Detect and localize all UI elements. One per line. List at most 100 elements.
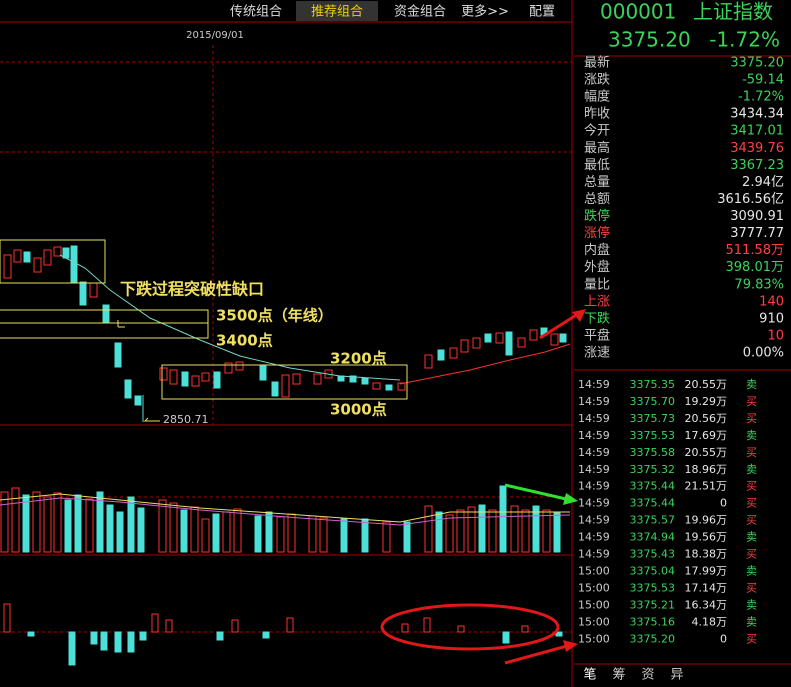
indicator-bars-part — [139, 631, 147, 641]
stat-label: 总额 — [584, 192, 610, 207]
candles-part — [89, 282, 98, 298]
trade-side: 卖 — [746, 615, 757, 628]
indicator-bars-part — [68, 631, 76, 666]
candles-part — [102, 304, 110, 323]
toolbar-tab[interactable]: 更多>> — [461, 4, 509, 20]
trade-volume: 17.14万 — [685, 581, 728, 594]
volume-bars-part — [265, 511, 273, 553]
stat-value: -1.72% — [738, 90, 784, 105]
candles-part — [235, 361, 244, 371]
volume-bars-part — [74, 494, 82, 553]
candles-part — [559, 333, 567, 343]
volume-bars-part — [553, 511, 561, 553]
candles-part — [529, 329, 538, 341]
indicator-bars-part — [100, 631, 108, 651]
toolbar-tab[interactable]: 推荐组合 — [311, 5, 363, 20]
trade-time: 14:59 — [578, 395, 610, 408]
trade-price: 3375.32 — [630, 463, 676, 476]
trade-time: 14:59 — [578, 463, 610, 476]
volume-bars-part — [382, 521, 391, 553]
stat-label: 幅度 — [584, 89, 610, 105]
indicator-bars-part — [502, 631, 510, 644]
indicator-bars-part — [27, 631, 35, 637]
trade-price: 3375.43 — [630, 548, 676, 561]
indicator-bars-part — [151, 613, 159, 633]
stat-value: 3777.77 — [730, 226, 784, 241]
annotation-boxes-part — [0, 309, 209, 339]
indicator-bars-part — [286, 617, 294, 633]
trade-price: 3375.73 — [630, 412, 676, 425]
trade-side: 买 — [746, 480, 757, 493]
bottom-tab[interactable]: 资 — [641, 668, 654, 683]
annotation: 3500点（年线） — [216, 307, 333, 325]
markings-part — [504, 483, 567, 501]
candles-part — [449, 347, 458, 359]
candles-part — [33, 257, 42, 273]
markings-part — [539, 312, 579, 340]
volume-bars-part — [532, 505, 540, 553]
bottom-tab[interactable]: 筹 — [612, 667, 625, 683]
trade-volume: 17.99万 — [685, 564, 728, 577]
stat-label: 涨跌 — [584, 72, 610, 88]
trade-side: 买 — [746, 581, 757, 594]
candles-part — [13, 249, 22, 263]
candles-part — [550, 333, 559, 346]
indicator-bars-part — [231, 619, 239, 633]
trade-time: 15:00 — [578, 581, 610, 594]
toolbar-tab[interactable]: 配置 — [529, 5, 555, 20]
candles-part — [23, 251, 31, 263]
candles — [3, 245, 571, 422]
trade-time: 14:59 — [578, 446, 610, 459]
annotation-boxes-part — [0, 239, 106, 284]
annotations: 2015/09/01 2850.71 下跌过程突破性缺口 3500点（年线） 3400点… — [120, 30, 387, 426]
volume-bars-part — [308, 515, 317, 553]
candles-part — [259, 365, 267, 381]
active-tab-bg — [296, 1, 378, 21]
candles-part — [472, 337, 481, 349]
indicator-bars-part — [555, 631, 563, 637]
bottom-tab[interactable]: 异 — [670, 668, 683, 683]
indicator-bars-part — [3, 603, 11, 633]
candles-part — [271, 381, 279, 397]
candles-part — [337, 375, 345, 382]
volume-bars — [0, 485, 571, 553]
stat-label: 最高 — [584, 140, 610, 156]
candles-part — [437, 349, 445, 361]
trade-time: 14:59 — [578, 497, 610, 510]
volume-bars-part — [340, 518, 348, 553]
trade-price: 3375.57 — [630, 514, 676, 527]
stat-label: 外盘 — [584, 259, 610, 275]
stat-label: 今开 — [584, 123, 610, 139]
trade-time: 14:59 — [578, 514, 610, 527]
stat-label: 量比 — [584, 277, 610, 292]
volume-bars-part — [43, 496, 52, 553]
stat-value: 3367.23 — [730, 158, 784, 173]
candles-part — [159, 367, 168, 381]
trade-time: 15:00 — [578, 632, 610, 645]
indicator-bars-part — [127, 631, 135, 653]
markings-part — [380, 603, 560, 651]
trade-price: 3375.53 — [630, 429, 676, 442]
volume-bars-part — [0, 497, 571, 526]
volume-bars-part — [435, 511, 443, 553]
candles-part — [53, 246, 62, 257]
stat-label: 总量 — [584, 175, 610, 190]
trade-time: 14:59 — [578, 531, 610, 544]
candles-part — [484, 333, 492, 343]
toolbar-tab[interactable]: 资金组合 — [394, 4, 446, 20]
volume-bars-part — [212, 513, 220, 553]
quote-change: -1.72% — [709, 28, 780, 52]
stat-value: 511.58万 — [726, 243, 785, 258]
volume-bars-part — [158, 499, 167, 553]
candles-part — [134, 395, 142, 406]
trade-time: 15:00 — [578, 615, 610, 628]
trade-volume: 0 — [720, 632, 727, 645]
trade-price: 3375.70 — [630, 395, 676, 408]
trade-volume: 16.34万 — [685, 598, 728, 611]
toolbar-tab[interactable]: 传统组合 — [230, 5, 282, 20]
bottom-tab[interactable]: 笔 — [583, 667, 596, 683]
volume-bars-part — [319, 517, 328, 553]
trade-side: 卖 — [746, 463, 757, 476]
